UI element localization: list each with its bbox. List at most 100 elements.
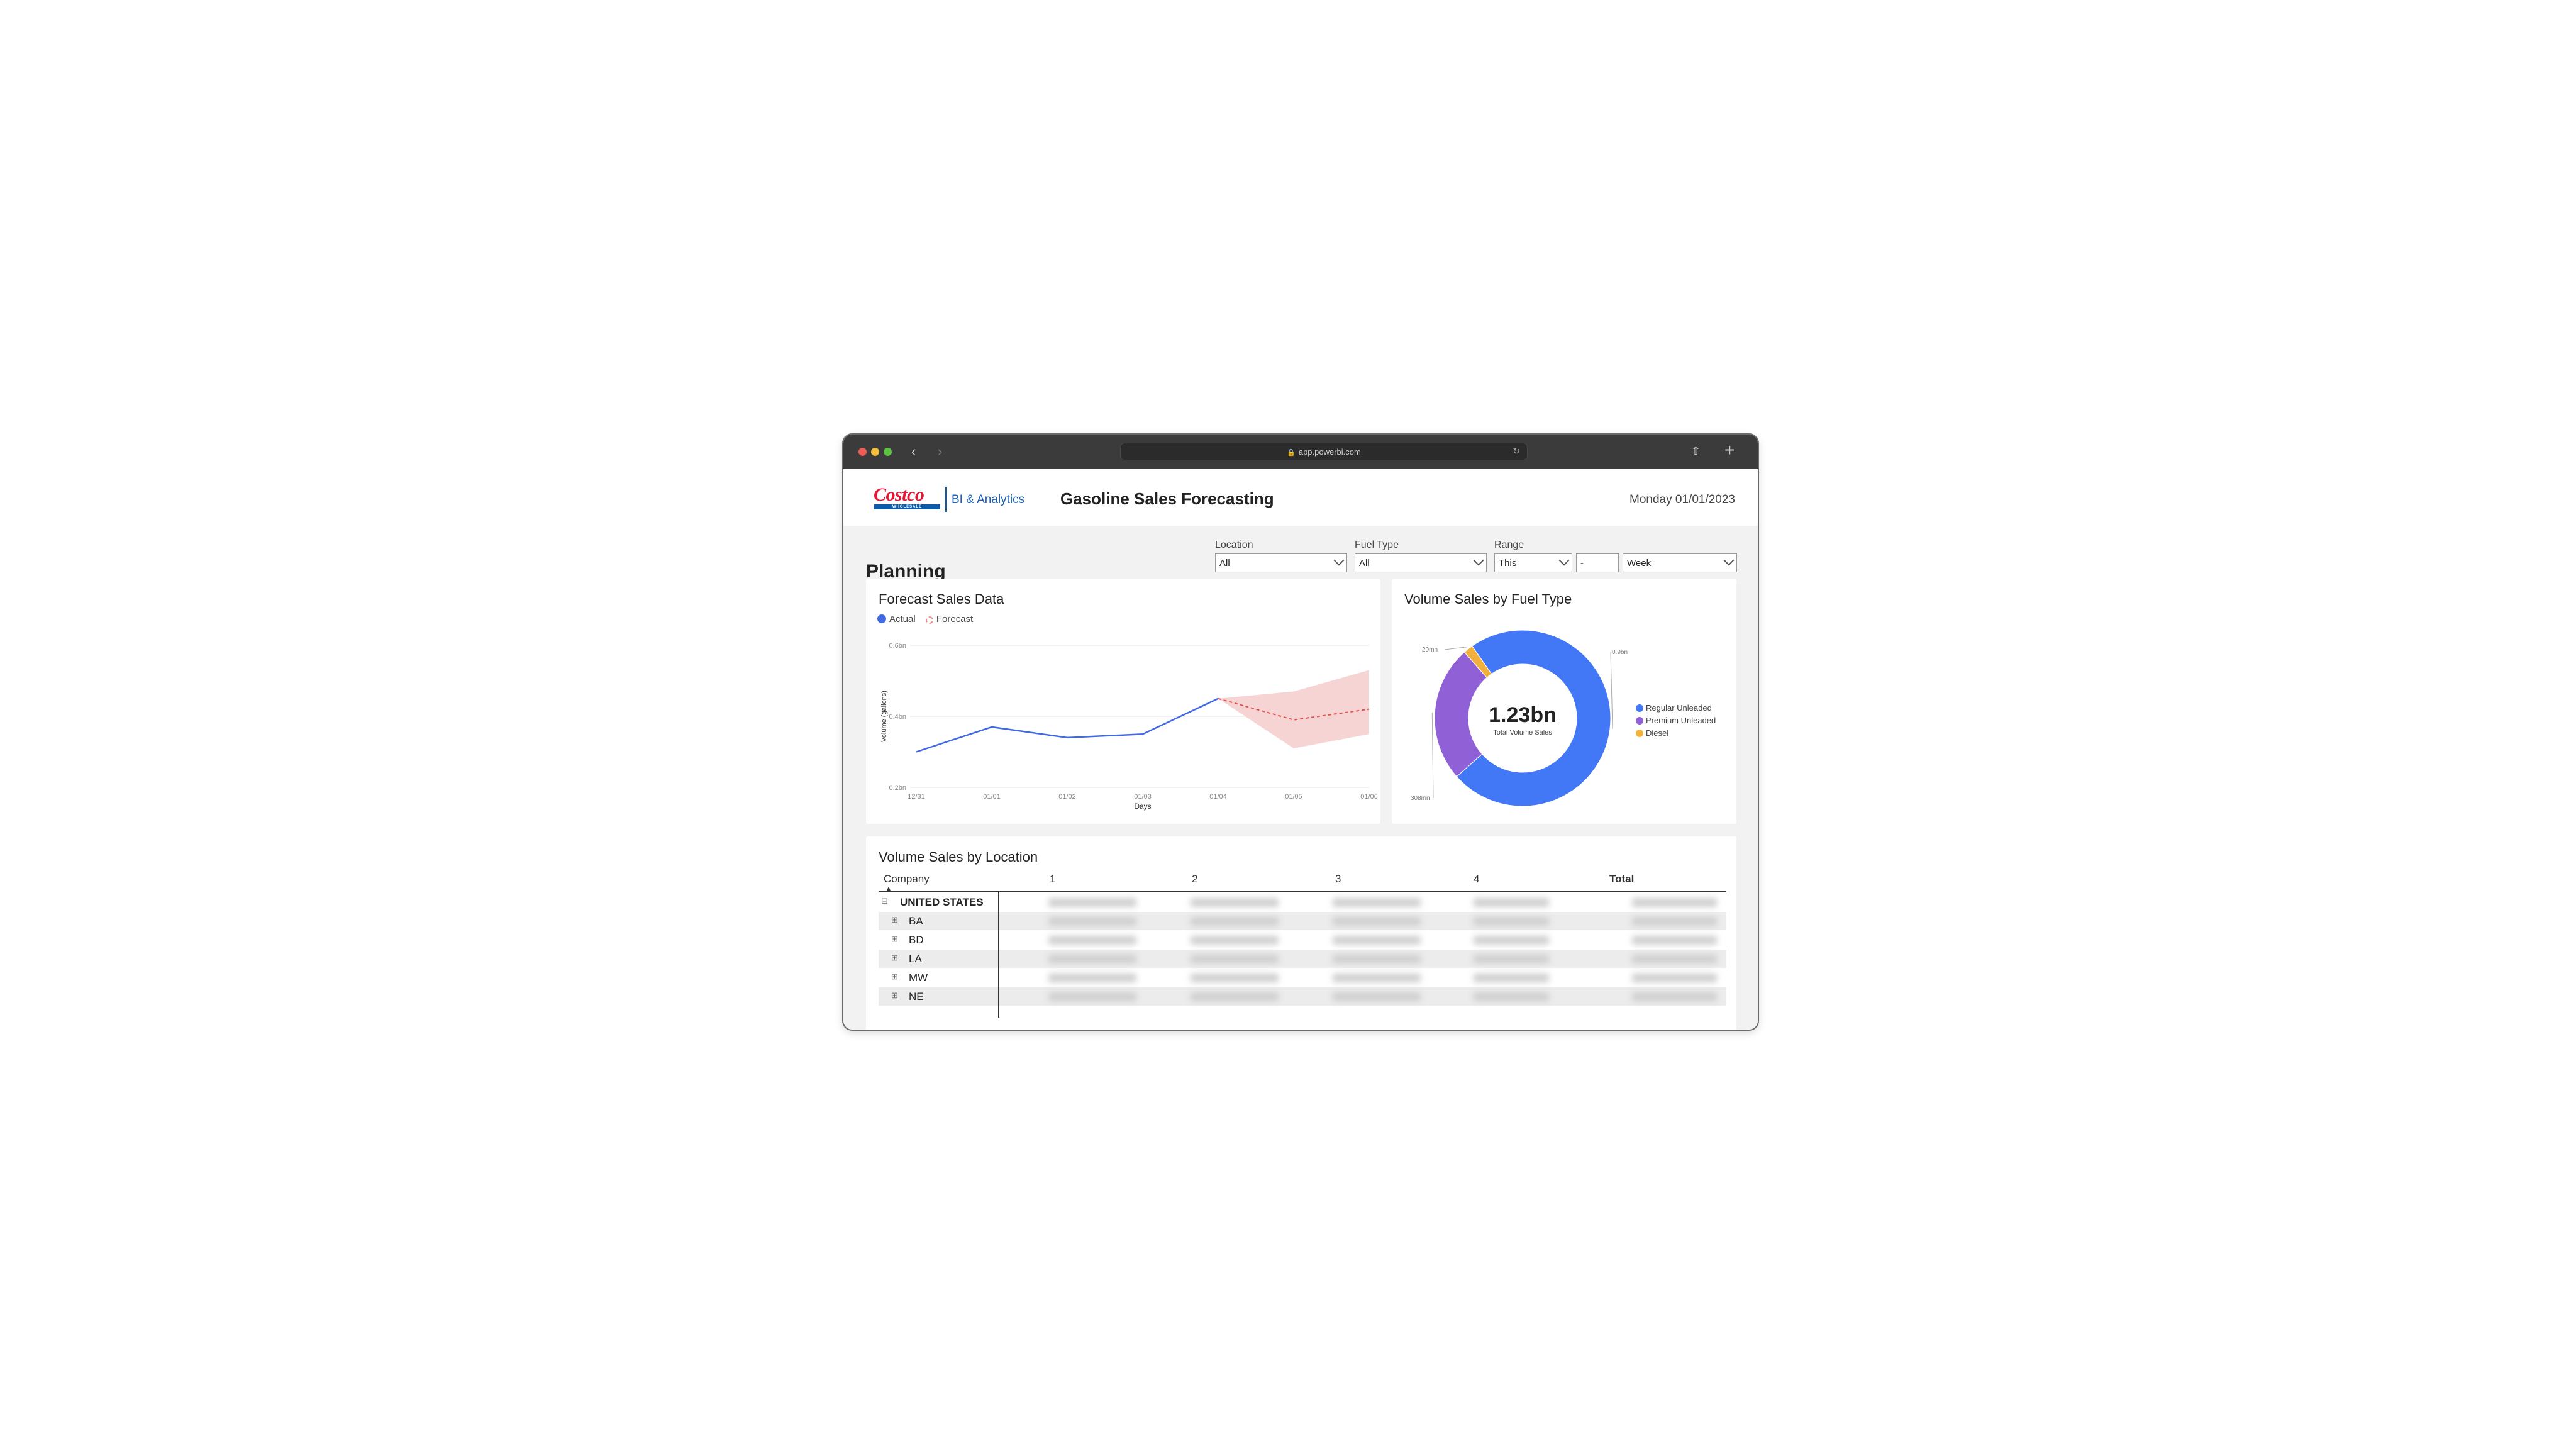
range-relative-dropdown[interactable]: This (1494, 553, 1572, 572)
forecast-legend: Actual Forecast (877, 614, 973, 625)
donut-legend: Regular Unleaded Premium Unleaded Diesel (1636, 702, 1716, 740)
legend-forecast-marker (925, 616, 933, 624)
row-label: MW (909, 972, 928, 984)
range-period-dropdown[interactable]: Week (1623, 553, 1737, 572)
table-row[interactable]: ⊞ LA (879, 950, 1726, 968)
fuel-type-card-title: Volume Sales by Fuel Type (1404, 591, 1572, 607)
y-tick-label: 0.6bn (889, 642, 906, 650)
donut-leader-line (1610, 652, 1613, 729)
redacted-value (1048, 936, 1136, 945)
x-tick-label: 01/01 (983, 793, 1001, 801)
redacted-value (1191, 974, 1279, 982)
sort-ascending-icon[interactable]: ▲ (885, 884, 892, 893)
new-tab-icon[interactable]: + (1724, 440, 1735, 460)
report-date: Monday 01/01/2023 (1629, 493, 1735, 506)
url-text: app.powerbi.com (1298, 447, 1361, 457)
x-tick-label: 01/06 (1360, 793, 1378, 801)
browser-toolbar: ‹ › 🔒 app.powerbi.com ↻ ⇧ + (843, 435, 1758, 469)
table-row[interactable]: ⊞ NE (879, 987, 1726, 1006)
legend-regular-marker (1636, 704, 1643, 712)
column-header-4[interactable]: 4 (1474, 873, 1480, 885)
location-filter-label: Location (1215, 540, 1253, 550)
x-tick-label: 01/03 (1134, 793, 1152, 801)
redacted-value (1632, 974, 1717, 982)
redacted-value (1474, 898, 1549, 907)
redacted-value (1632, 917, 1717, 926)
expand-icon[interactable]: ⊞ (891, 934, 898, 943)
redacted-value (1474, 974, 1549, 982)
redacted-value (1333, 917, 1421, 926)
expand-icon[interactable]: ⊞ (891, 953, 898, 962)
redacted-value (1632, 992, 1717, 1001)
reload-icon[interactable]: ↻ (1513, 446, 1520, 456)
y-tick-label: 0.2bn (889, 784, 906, 792)
fuel-type-filter-dropdown[interactable]: All (1355, 553, 1487, 572)
legend-premium-label: Premium Unleaded (1646, 716, 1716, 725)
location-filter-dropdown[interactable]: All (1215, 553, 1347, 572)
expand-icon[interactable]: ⊞ (891, 972, 898, 981)
forward-arrow-icon[interactable]: › (938, 443, 943, 459)
row-label: UNITED STATES (900, 896, 984, 908)
legend-diesel: Diesel (1636, 727, 1716, 740)
location-table-card[interactable]: Volume Sales by Location Company 1 2 3 4… (866, 836, 1736, 1030)
donut-data-label: 308mn (1411, 795, 1430, 802)
redacted-value (1191, 955, 1279, 963)
redacted-value (1333, 955, 1421, 963)
address-bar[interactable]: 🔒 app.powerbi.com ↻ (1120, 443, 1528, 460)
y-axis-label: Volume (gallons) (880, 691, 888, 742)
column-header-company[interactable]: Company (884, 873, 930, 885)
minimize-window-button[interactable] (871, 448, 879, 456)
collapse-icon[interactable]: ⊟ (881, 896, 888, 906)
browser-window: ‹ › 🔒 app.powerbi.com ↻ ⇧ + Costco WHOLES… (843, 435, 1758, 1030)
location-table-title: Volume Sales by Location (879, 849, 1038, 865)
donut-leader-line (1431, 713, 1434, 799)
close-window-button[interactable] (858, 448, 867, 456)
report-title: Gasoline Sales Forecasting (1060, 489, 1274, 508)
maximize-window-button[interactable] (884, 448, 892, 456)
column-header-2[interactable]: 2 (1192, 873, 1198, 885)
back-arrow-icon[interactable]: ‹ (911, 443, 916, 459)
redacted-value (1474, 955, 1549, 963)
y-tick-label: 0.4bn (889, 713, 906, 721)
redacted-value (1632, 898, 1717, 907)
fuel-type-card[interactable]: Volume Sales by Fuel Type 0.9bn 308mn 20mn… (1392, 579, 1736, 824)
row-label: BA (909, 915, 923, 927)
row-label: BD (909, 934, 924, 946)
redacted-value (1474, 992, 1549, 1001)
column-header-3[interactable]: 3 (1335, 873, 1341, 885)
table-row[interactable]: ⊞ MW (879, 969, 1726, 987)
column-header-total[interactable]: Total (1609, 873, 1635, 885)
column-header-1[interactable]: 1 (1050, 873, 1056, 885)
expand-icon[interactable]: ⊞ (891, 991, 898, 1000)
redacted-value (1191, 917, 1279, 926)
range-number-input[interactable]: - (1576, 553, 1619, 572)
costco-logo: Costco (874, 484, 924, 505)
donut-data-label: 0.9bn (1612, 649, 1628, 656)
table-row[interactable]: ⊟ UNITED STATES (879, 893, 1726, 911)
range-period-value: Week (1627, 558, 1652, 569)
forecast-sales-card[interactable]: Forecast Sales Data Actual Forecast 0.6b… (866, 579, 1380, 824)
legend-actual-marker (877, 614, 886, 623)
redacted-value (1474, 917, 1549, 926)
donut-leader-line (1444, 647, 1467, 650)
range-number-value: - (1580, 558, 1584, 569)
range-filter-label: Range (1494, 540, 1524, 550)
table-row[interactable]: ⊞ BA (879, 912, 1726, 930)
donut-data-label: 20mn (1422, 647, 1438, 653)
expand-icon[interactable]: ⊞ (891, 915, 898, 924)
legend-diesel-marker (1636, 730, 1643, 737)
donut-center-value: 1.23bn (1489, 703, 1557, 727)
x-tick-label: 01/05 (1285, 793, 1302, 801)
legend-diesel-label: Diesel (1646, 728, 1669, 738)
redacted-value (1333, 992, 1421, 1001)
redacted-value (1048, 898, 1136, 907)
redacted-value (1333, 898, 1421, 907)
redacted-value (1048, 955, 1136, 963)
redacted-value (1333, 974, 1421, 982)
table-row[interactable]: ⊞ BD (879, 931, 1726, 949)
x-tick-label: 12/31 (908, 793, 925, 801)
redacted-value (1048, 974, 1136, 982)
share-icon[interactable]: ⇧ (1691, 445, 1701, 457)
location-filter-value: All (1219, 558, 1230, 569)
row-label: LA (909, 953, 922, 965)
